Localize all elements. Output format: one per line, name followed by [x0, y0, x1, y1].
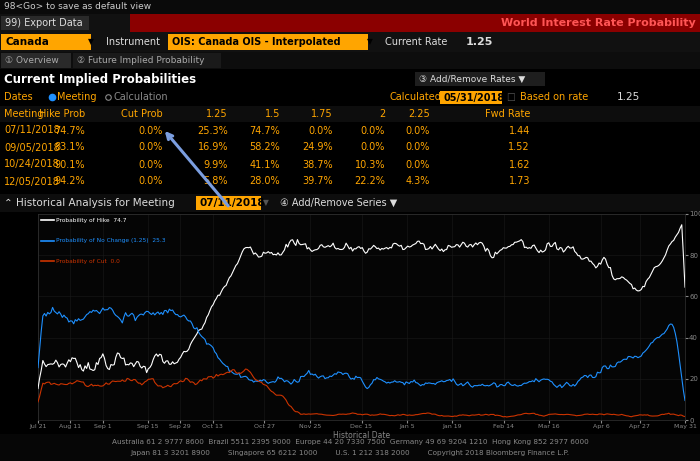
Text: Cut Prob: Cut Prob — [121, 109, 163, 119]
Bar — [130, 14, 700, 32]
Text: 0.0%: 0.0% — [360, 142, 385, 153]
Text: 0.0%: 0.0% — [405, 125, 430, 136]
Text: Meeting: Meeting — [57, 93, 97, 102]
Bar — [0, 69, 700, 89]
Text: 0.0%: 0.0% — [405, 142, 430, 153]
Text: Probability of Cut  0.0: Probability of Cut 0.0 — [56, 259, 120, 264]
Text: Current Rate: Current Rate — [385, 37, 447, 47]
Bar — [415, 72, 545, 86]
Text: ① Overview: ① Overview — [5, 56, 59, 65]
Text: ⌃ Historical Analysis for Meeting: ⌃ Historical Analysis for Meeting — [4, 198, 175, 208]
Bar — [0, 156, 700, 173]
Text: 98<Go> to save as default view: 98<Go> to save as default view — [4, 2, 151, 12]
Text: 4.3%: 4.3% — [405, 177, 430, 187]
Text: 0.0%: 0.0% — [139, 125, 163, 136]
Text: 5.8%: 5.8% — [204, 177, 228, 187]
Text: 0.0%: 0.0% — [139, 160, 163, 170]
Text: 0.0%: 0.0% — [139, 142, 163, 153]
Text: 05/31/2018: 05/31/2018 — [443, 93, 504, 102]
Text: 25.3%: 25.3% — [197, 125, 228, 136]
Text: Fwd Rate: Fwd Rate — [484, 109, 530, 119]
Text: ② Future Implied Probability: ② Future Implied Probability — [77, 56, 204, 65]
Text: 1.62: 1.62 — [508, 160, 530, 170]
Text: 1.25: 1.25 — [617, 93, 641, 102]
Text: 90.1%: 90.1% — [55, 160, 85, 170]
Text: 74.7%: 74.7% — [249, 125, 280, 136]
Text: 1.75: 1.75 — [312, 109, 333, 119]
Bar — [0, 32, 700, 52]
Text: 1.25: 1.25 — [466, 37, 494, 47]
Bar — [73, 53, 221, 68]
Text: Calculation: Calculation — [113, 93, 167, 102]
Text: 24.9%: 24.9% — [302, 142, 333, 153]
Text: Dates: Dates — [4, 93, 33, 102]
Text: 9.9%: 9.9% — [204, 160, 228, 170]
Text: 28.0%: 28.0% — [249, 177, 280, 187]
Text: Instrument: Instrument — [106, 37, 160, 47]
Bar — [440, 91, 502, 104]
Bar — [0, 52, 700, 69]
Bar — [1, 16, 89, 30]
Bar — [0, 139, 700, 156]
Text: 09/05/2018: 09/05/2018 — [4, 142, 60, 153]
Bar — [0, 89, 700, 106]
Text: Meeting: Meeting — [4, 109, 43, 119]
Text: 94.2%: 94.2% — [55, 177, 85, 187]
Text: ▼: ▼ — [367, 37, 373, 47]
Text: 2: 2 — [379, 109, 385, 119]
Text: 12/05/2018: 12/05/2018 — [4, 177, 60, 187]
Bar — [196, 196, 261, 210]
Text: Japan 81 3 3201 8900        Singapore 65 6212 1000        U.S. 1 212 318 2000   : Japan 81 3 3201 8900 Singapore 65 6212 1… — [130, 450, 570, 456]
Text: Current Implied Probabilities: Current Implied Probabilities — [4, 72, 196, 85]
Text: Australia 61 2 9777 8600  Brazil 5511 2395 9000  Europe 44 20 7330 7500  Germany: Australia 61 2 9777 8600 Brazil 5511 239… — [111, 438, 589, 444]
Text: Based on rate: Based on rate — [520, 93, 588, 102]
Text: OIS: Canada OIS - Interpolated: OIS: Canada OIS - Interpolated — [172, 37, 341, 47]
Text: 10/24/2018: 10/24/2018 — [4, 160, 60, 170]
Text: 58.2%: 58.2% — [249, 142, 280, 153]
Bar — [0, 173, 700, 190]
Bar — [0, 434, 700, 461]
Text: 0.0%: 0.0% — [139, 177, 163, 187]
Text: Canada: Canada — [5, 37, 49, 47]
Text: 74.7%: 74.7% — [55, 125, 85, 136]
Text: 1.73: 1.73 — [508, 177, 530, 187]
Text: World Interest Rate Probability: World Interest Rate Probability — [501, 18, 696, 28]
Bar — [1, 34, 91, 50]
X-axis label: Historical Date: Historical Date — [333, 431, 390, 439]
Text: ④ Add/Remove Series ▼: ④ Add/Remove Series ▼ — [280, 198, 398, 208]
Text: Calculated: Calculated — [390, 93, 442, 102]
Bar — [0, 14, 700, 32]
Text: Hike Prob: Hike Prob — [38, 109, 85, 119]
Text: 1.25: 1.25 — [206, 109, 228, 119]
Bar — [168, 34, 368, 50]
Text: 1.5: 1.5 — [265, 109, 280, 119]
Bar — [0, 106, 700, 122]
Text: 22.2%: 22.2% — [354, 177, 385, 187]
Text: 99) Export Data: 99) Export Data — [5, 18, 83, 28]
Text: 0.0%: 0.0% — [360, 125, 385, 136]
Text: ▼: ▼ — [263, 199, 269, 207]
Text: 07/11/2018: 07/11/2018 — [4, 125, 60, 136]
Text: 39.7%: 39.7% — [302, 177, 333, 187]
Text: Probability of No Change (1.25)  25.3: Probability of No Change (1.25) 25.3 — [56, 238, 166, 243]
Bar — [1, 53, 71, 68]
Text: 41.1%: 41.1% — [249, 160, 280, 170]
Text: ▼: ▼ — [88, 37, 94, 47]
Text: 16.9%: 16.9% — [197, 142, 228, 153]
Bar — [0, 0, 700, 14]
Bar — [0, 122, 700, 139]
Text: 38.7%: 38.7% — [302, 160, 333, 170]
Text: 10.3%: 10.3% — [354, 160, 385, 170]
Text: 0.0%: 0.0% — [309, 125, 333, 136]
Text: 1.52: 1.52 — [508, 142, 530, 153]
Text: ③ Add/Remove Rates ▼: ③ Add/Remove Rates ▼ — [419, 75, 525, 83]
Text: 83.1%: 83.1% — [55, 142, 85, 153]
Text: 2.25: 2.25 — [408, 109, 430, 119]
Text: 07/11/2018: 07/11/2018 — [199, 198, 265, 208]
Bar — [0, 194, 700, 212]
Text: 1.44: 1.44 — [509, 125, 530, 136]
Text: Probability of Hike  74.7: Probability of Hike 74.7 — [56, 218, 127, 223]
Text: ☐: ☐ — [506, 93, 514, 102]
Text: 0.0%: 0.0% — [405, 160, 430, 170]
